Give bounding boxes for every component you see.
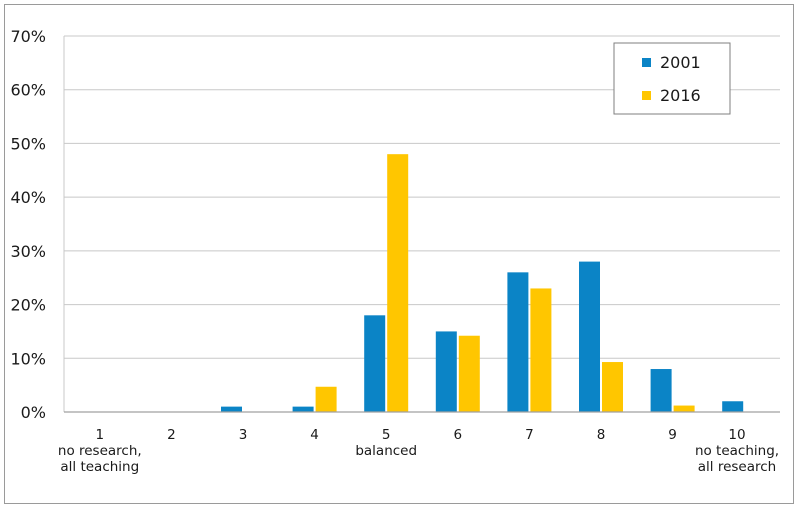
bar-2016-cat-4: [315, 386, 337, 412]
bar-2001-cat-5: [364, 315, 386, 412]
x-tick-label: 5: [382, 427, 391, 443]
legend-label-2016: 2016: [660, 86, 701, 105]
x-tick-sublabel: all teaching: [60, 459, 139, 475]
legend-swatch-2001: [642, 58, 651, 67]
legend-swatch-2016: [642, 91, 651, 100]
bar-2001-cat-3: [221, 406, 242, 412]
y-tick-label: 10%: [10, 349, 46, 368]
y-tick-label: 50%: [10, 134, 46, 153]
legend-box: [613, 42, 731, 115]
bar-2001-cat-6: [435, 331, 457, 412]
bar-2001-cat-10: [722, 401, 744, 412]
bar-2016-cat-7: [530, 288, 552, 412]
x-tick-label: 1: [96, 427, 105, 443]
y-axis-tick-labels: 0% 10% 20% 30% 40% 50% 60% 70%: [10, 27, 46, 422]
bar-2001-cat-9: [650, 369, 672, 412]
bar-2001-cat-4: [292, 406, 314, 412]
bar-2016-cat-5: [387, 154, 409, 412]
x-tick-label: 4: [310, 427, 319, 443]
x-tick-label: 6: [454, 427, 463, 443]
x-tick-label: 10: [728, 427, 745, 443]
y-tick-label: 40%: [10, 188, 46, 207]
legend-label-2001: 2001: [660, 53, 701, 72]
bar-2016-cat-8: [602, 362, 623, 412]
bar-2001-cat-7: [507, 272, 529, 412]
x-tick-label: 7: [525, 427, 534, 443]
x-tick-label: 8: [597, 427, 606, 443]
y-tick-label: 30%: [10, 242, 46, 261]
x-tick-sublabel: balanced: [355, 443, 417, 459]
bars: [221, 154, 744, 412]
bar-2016-cat-6: [458, 335, 480, 412]
bar-2001-cat-8: [579, 261, 600, 412]
bar-2016-cat-9: [673, 405, 695, 412]
x-tick-label: 2: [167, 427, 176, 443]
legend: 2001 2016: [613, 42, 731, 115]
x-tick-sublabel: no teaching,: [695, 443, 779, 459]
x-tick-sublabel: all research: [698, 459, 776, 475]
x-tick-label: 3: [239, 427, 248, 443]
y-tick-label: 60%: [10, 81, 46, 100]
y-tick-label: 70%: [10, 27, 46, 46]
x-tick-label: 9: [668, 427, 677, 443]
y-tick-label: 20%: [10, 296, 46, 315]
y-tick-label: 0%: [21, 403, 46, 422]
x-tick-sublabel: no research,: [58, 443, 142, 459]
